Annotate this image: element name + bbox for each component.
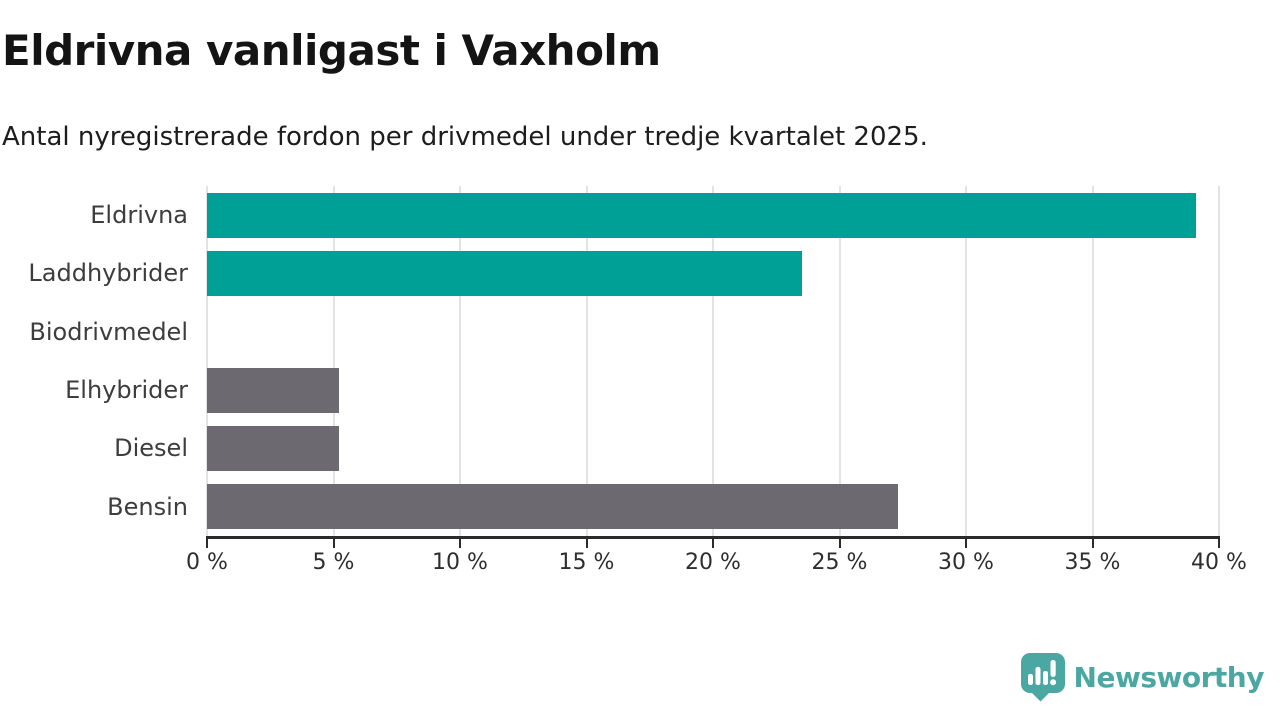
category-label: Elhybrider [65, 376, 188, 405]
category-label: Biodrivmedel [29, 317, 188, 346]
x-axis-tick [332, 539, 335, 548]
gridline [585, 186, 588, 536]
x-axis-tick [712, 539, 714, 548]
gridline [712, 186, 714, 536]
bar-eldrivna [207, 192, 1197, 238]
newsworthy-logo-text: Newsworthy [1073, 660, 1265, 694]
x-axis-tick-label: 40 % [1191, 550, 1247, 575]
category-label-column: Eldrivna Laddhybrider Biodrivmedel Elhybrid… [0, 186, 192, 536]
gridline [332, 186, 335, 536]
category-label: Laddhybrider [28, 259, 188, 288]
bar-row [207, 419, 1219, 477]
x-axis-tick [965, 539, 967, 548]
bar-row [207, 244, 1219, 302]
x-axis-tick-label: 25 % [811, 550, 868, 575]
plot-area [206, 186, 1220, 536]
bar-row [207, 186, 1219, 244]
x-axis-tick [585, 539, 588, 548]
bar-elhybrider [207, 367, 339, 413]
x-axis-tick [1218, 539, 1220, 548]
bar-laddhybrider [207, 250, 802, 296]
category-label: Bensin [107, 492, 188, 521]
x-axis-tick-label: 15 % [558, 550, 615, 575]
gridline [1091, 186, 1094, 536]
gridline [459, 186, 461, 536]
gridline [965, 186, 967, 536]
newsworthy-logo-icon [1020, 652, 1066, 702]
x-axis-tick [1091, 539, 1094, 548]
chart-subtitle: Antal nyregistrerade fordon per drivmede… [2, 122, 928, 152]
x-axis-tick-label: 10 % [432, 550, 488, 575]
bar-bensin [207, 484, 898, 530]
x-axis-tick-label: 35 % [1064, 550, 1121, 575]
x-axis-line [206, 536, 1220, 539]
x-axis-tick-label: 0 % [186, 550, 228, 575]
bar-rows [207, 186, 1219, 536]
newsworthy-logo[interactable]: Newsworthy [1020, 652, 1265, 702]
bar-row [207, 303, 1219, 361]
page-title: Eldrivna vanligast i Vaxholm [2, 26, 661, 75]
x-axis-tick [459, 539, 461, 548]
gridline [838, 186, 841, 536]
x-axis-tick [838, 539, 841, 548]
gridline [206, 186, 208, 536]
bar-diesel [207, 425, 339, 471]
gridline [1218, 186, 1220, 536]
x-axis-tick-label: 5 % [312, 550, 355, 575]
x-axis-tick [206, 539, 208, 548]
bar-chart: Eldrivna Laddhybrider Biodrivmedel Elhybrid… [0, 186, 1280, 576]
x-axis-tick-label: 30 % [938, 550, 994, 575]
category-label: Eldrivna [90, 201, 188, 230]
category-label: Diesel [114, 434, 188, 463]
bar-row [207, 361, 1219, 419]
x-axis-tick-label: 20 % [685, 550, 741, 575]
bar-row [207, 478, 1219, 536]
